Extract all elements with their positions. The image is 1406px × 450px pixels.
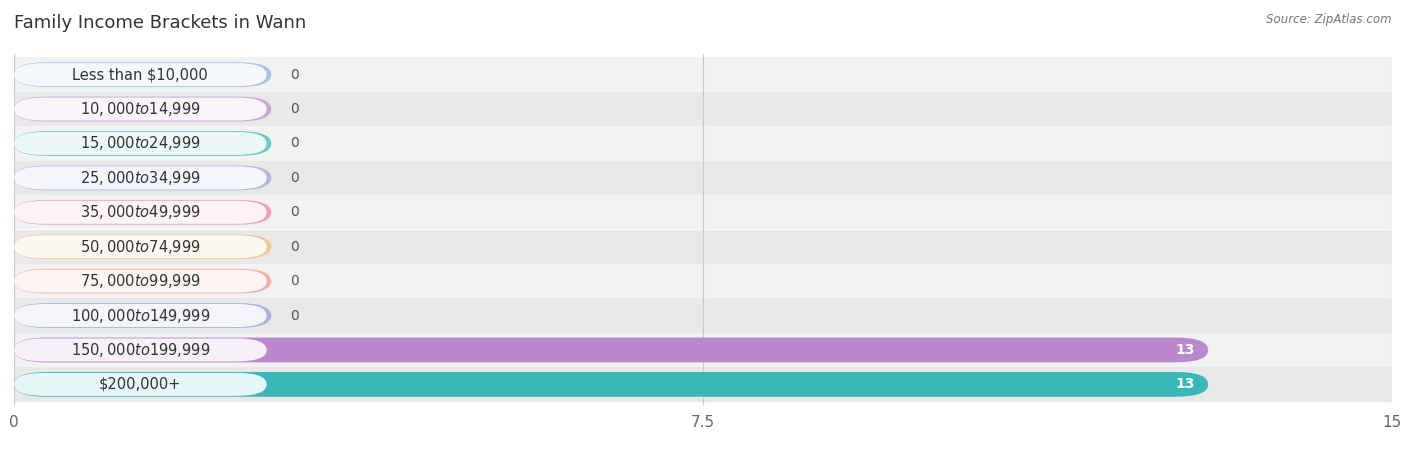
Text: $15,000 to $24,999: $15,000 to $24,999 [80, 135, 201, 153]
FancyBboxPatch shape [14, 132, 267, 155]
Bar [14, 367, 1392, 401]
FancyBboxPatch shape [14, 166, 271, 190]
Bar [14, 333, 1392, 367]
FancyBboxPatch shape [14, 201, 267, 224]
Bar [14, 126, 1392, 161]
Bar [14, 230, 1392, 264]
Text: $50,000 to $74,999: $50,000 to $74,999 [80, 238, 201, 256]
FancyBboxPatch shape [14, 338, 1208, 362]
FancyBboxPatch shape [14, 235, 267, 258]
Text: 0: 0 [290, 171, 298, 185]
Text: Less than $10,000: Less than $10,000 [73, 67, 208, 82]
FancyBboxPatch shape [14, 131, 271, 156]
Text: $150,000 to $199,999: $150,000 to $199,999 [70, 341, 209, 359]
FancyBboxPatch shape [14, 304, 267, 327]
FancyBboxPatch shape [14, 234, 271, 259]
Text: 0: 0 [290, 205, 298, 219]
FancyBboxPatch shape [14, 270, 267, 293]
FancyBboxPatch shape [14, 373, 267, 396]
Text: Source: ZipAtlas.com: Source: ZipAtlas.com [1267, 14, 1392, 27]
Bar [14, 92, 1392, 126]
Bar [14, 58, 1392, 92]
Text: Family Income Brackets in Wann: Family Income Brackets in Wann [14, 14, 307, 32]
FancyBboxPatch shape [14, 269, 271, 293]
Text: $100,000 to $149,999: $100,000 to $149,999 [70, 306, 209, 324]
Bar [14, 298, 1392, 333]
Text: 0: 0 [290, 240, 298, 254]
FancyBboxPatch shape [14, 63, 267, 86]
FancyBboxPatch shape [14, 372, 1208, 397]
Text: $35,000 to $49,999: $35,000 to $49,999 [80, 203, 201, 221]
Text: 0: 0 [290, 68, 298, 81]
FancyBboxPatch shape [14, 98, 267, 121]
Text: 0: 0 [290, 309, 298, 323]
Text: 0: 0 [290, 274, 298, 288]
Text: $10,000 to $14,999: $10,000 to $14,999 [80, 100, 201, 118]
FancyBboxPatch shape [14, 338, 267, 361]
Bar [14, 195, 1392, 230]
FancyBboxPatch shape [14, 62, 271, 87]
Text: $200,000+: $200,000+ [100, 377, 181, 392]
Bar [14, 264, 1392, 298]
FancyBboxPatch shape [14, 166, 267, 189]
Text: $25,000 to $34,999: $25,000 to $34,999 [80, 169, 201, 187]
Bar [14, 161, 1392, 195]
FancyBboxPatch shape [14, 303, 271, 328]
FancyBboxPatch shape [14, 97, 271, 122]
Text: 0: 0 [290, 102, 298, 116]
FancyBboxPatch shape [14, 200, 271, 225]
Text: 13: 13 [1175, 343, 1195, 357]
Text: 13: 13 [1175, 378, 1195, 392]
Text: 0: 0 [290, 136, 298, 150]
Text: $75,000 to $99,999: $75,000 to $99,999 [80, 272, 201, 290]
